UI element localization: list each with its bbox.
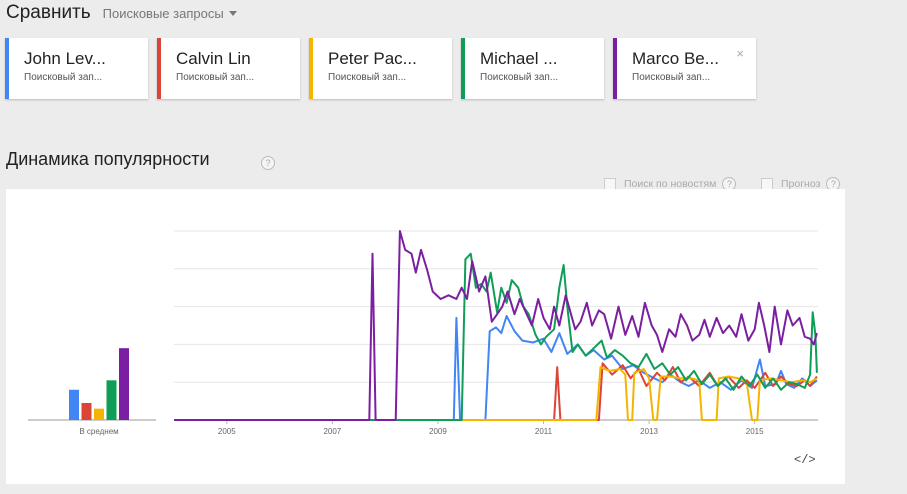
x-tick-label: 2009 bbox=[429, 427, 447, 436]
term-color-bar bbox=[5, 38, 9, 99]
term-type: Поисковый зап... bbox=[328, 72, 407, 83]
close-icon[interactable]: × bbox=[736, 46, 744, 61]
chart-panel: 2005 2007 2009 2011 2013 2015 В среднем </> bbox=[6, 189, 845, 484]
term-card-peter[interactable]: Peter Pac... Поисковый зап... bbox=[309, 38, 452, 99]
chevron-down-icon bbox=[228, 10, 237, 16]
term-name: Marco Be... bbox=[632, 49, 719, 68]
term-type: Поисковый зап... bbox=[632, 72, 711, 83]
average-bar bbox=[106, 380, 117, 420]
average-bar bbox=[94, 408, 104, 420]
term-name: Calvin Lin bbox=[176, 49, 251, 68]
news-option[interactable]: Поиск по новостям ? bbox=[604, 177, 737, 191]
term-color-bar bbox=[157, 38, 161, 99]
help-icon[interactable]: ? bbox=[722, 177, 737, 191]
term-card-michael[interactable]: Michael ... Поисковый зап... bbox=[461, 38, 604, 99]
term-name: Michael ... bbox=[480, 49, 558, 68]
news-option-label: Поиск по новостям bbox=[624, 178, 717, 190]
trend-chart: 2005 2007 2009 2011 2013 2015 В среднем bbox=[28, 230, 818, 436]
series-line bbox=[174, 362, 818, 421]
embed-code-icon[interactable]: </> bbox=[794, 453, 816, 467]
term-name: Peter Pac... bbox=[328, 49, 417, 68]
compare-header: Сравнить Поисковые запросы bbox=[6, 0, 237, 26]
term-color-bar bbox=[461, 38, 465, 99]
term-card-john[interactable]: John Lev... Поисковый зап... bbox=[5, 38, 148, 99]
compare-type-dropdown[interactable]: Поисковые запросы bbox=[103, 6, 237, 21]
average-bar bbox=[81, 402, 92, 420]
average-bar bbox=[69, 389, 79, 420]
help-icon[interactable]: ? bbox=[261, 156, 275, 170]
page-title: Сравнить bbox=[6, 2, 91, 23]
average-label: В среднем bbox=[79, 427, 118, 436]
term-type: Поисковый зап... bbox=[24, 72, 103, 83]
x-tick-label: 2015 bbox=[746, 427, 764, 436]
series-line bbox=[174, 315, 818, 421]
term-type: Поисковый зап... bbox=[480, 72, 559, 83]
term-card-marco[interactable]: Marco Be... Поисковый зап... × bbox=[613, 38, 756, 99]
compare-type-label: Поисковые запросы bbox=[102, 5, 224, 21]
term-name: John Lev... bbox=[24, 49, 106, 68]
section-title: Динамика популярности bbox=[6, 149, 210, 169]
average-bar bbox=[119, 348, 129, 420]
term-color-bar bbox=[613, 38, 617, 99]
forecast-option[interactable]: Прогноз ? bbox=[761, 177, 841, 191]
term-card-calvin[interactable]: Calvin Lin Поисковый зап... bbox=[157, 38, 300, 99]
forecast-option-label: Прогноз bbox=[781, 178, 821, 190]
x-tick-label: 2013 bbox=[640, 427, 658, 436]
x-tick-label: 2005 bbox=[218, 427, 236, 436]
series-line bbox=[174, 252, 818, 421]
term-color-bar bbox=[309, 38, 313, 99]
x-tick-label: 2011 bbox=[535, 427, 553, 436]
term-type: Поисковый зап... bbox=[176, 72, 255, 83]
series-line bbox=[174, 366, 818, 421]
x-tick-label: 2007 bbox=[323, 427, 341, 436]
series-line bbox=[174, 230, 818, 421]
